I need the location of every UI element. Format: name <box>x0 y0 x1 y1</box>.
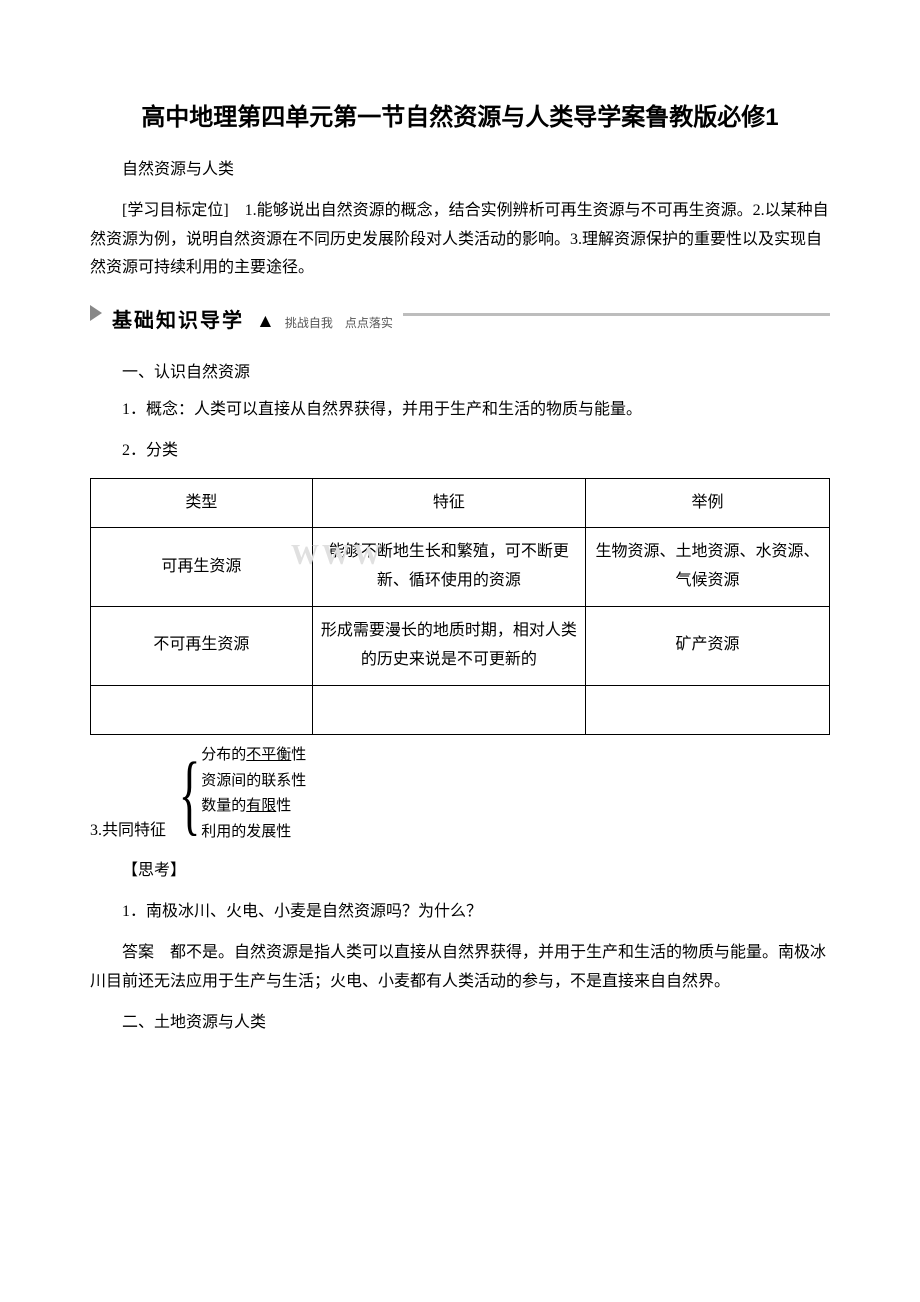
section1-concept: 1．概念：人类可以直接从自然界获得，并用于生产和生活的物质与能量。 <box>90 396 830 425</box>
cell-nonrenewable-feature: 形成需要漫长的地质时期，相对人类的历史来说是不可更新的 <box>312 606 585 685</box>
banner-subtext: 挑战自我 点点落实 <box>285 316 393 330</box>
think-question: 1．南极冰川、火电、小麦是自然资源吗？为什么？ <box>90 898 830 927</box>
cell-empty <box>91 685 313 735</box>
th-feature: 特征 <box>312 478 585 528</box>
page-title: 高中地理第四单元第一节自然资源与人类导学案鲁教版必修1 <box>90 100 830 136</box>
table-row: 可再生资源 WWW 能够不断地生长和繁殖，可不断更新、循环使用的资源 生物资源、… <box>91 528 830 607</box>
banner-arrow-icon <box>90 305 102 321</box>
table-row: 不可再生资源 形成需要漫长的地质时期，相对人类的历史来说是不可更新的 矿产资源 <box>91 606 830 685</box>
features-lead: 3.共同特征 <box>90 817 166 846</box>
feature-item: 利用的发展性 <box>201 820 306 846</box>
section-banner: 基础知识导学 ▲ 挑战自我 点点落实 <box>90 301 830 331</box>
banner-main-text: 基础知识导学 <box>112 310 244 332</box>
cell-renewable-example: 生物资源、土地资源、水资源、气候资源 <box>586 528 830 607</box>
cell-text: 可再生资源 <box>161 558 241 575</box>
cell-empty <box>586 685 830 735</box>
feature-item: 分布的不平衡性 <box>201 743 306 769</box>
common-features: 3.共同特征 { 分布的不平衡性 资源间的联系性 数量的有限性 利用的发展性 <box>90 743 830 845</box>
classification-table: 类型 特征 举例 可再生资源 WWW 能够不断地生长和繁殖，可不断更新、循环使用… <box>90 478 830 736</box>
th-example: 举例 <box>586 478 830 528</box>
think-answer: 答案 都不是。自然资源是指人类可以直接从自然界获得，并用于生产和生活的物质与能量… <box>90 939 830 997</box>
section1-classify: 2．分类 <box>90 437 830 466</box>
cell-nonrenewable-type: 不可再生资源 <box>91 606 313 685</box>
brace-items: 分布的不平衡性 资源间的联系性 数量的有限性 利用的发展性 <box>201 743 306 845</box>
section1-heading: 一、认识自然资源 <box>90 359 830 388</box>
subtitle: 自然资源与人类 <box>90 156 830 185</box>
feature-item: 资源间的联系性 <box>201 769 306 795</box>
cell-empty <box>312 685 585 735</box>
feature-item: 数量的有限性 <box>201 794 306 820</box>
banner-triangle-icon: ▲ <box>256 311 275 332</box>
brace-group: { 分布的不平衡性 资源间的联系性 数量的有限性 利用的发展性 <box>168 743 306 845</box>
cell-renewable-type: 可再生资源 WWW <box>91 528 313 607</box>
cell-nonrenewable-example: 矿产资源 <box>586 606 830 685</box>
think-label: 【思考】 <box>90 857 830 886</box>
th-type: 类型 <box>91 478 313 528</box>
table-header-row: 类型 特征 举例 <box>91 478 830 528</box>
section2-heading: 二、土地资源与人类 <box>90 1009 830 1038</box>
table-row-empty <box>91 685 830 735</box>
cell-renewable-feature: 能够不断地生长和繁殖，可不断更新、循环使用的资源 <box>312 528 585 607</box>
left-brace-icon: { <box>179 754 201 835</box>
objectives-text: [学习目标定位] 1.能够说出自然资源的概念，结合实例辨析可再生资源与不可再生资… <box>90 197 830 283</box>
banner-box: 基础知识导学 ▲ 挑战自我 点点落实 <box>90 301 403 341</box>
